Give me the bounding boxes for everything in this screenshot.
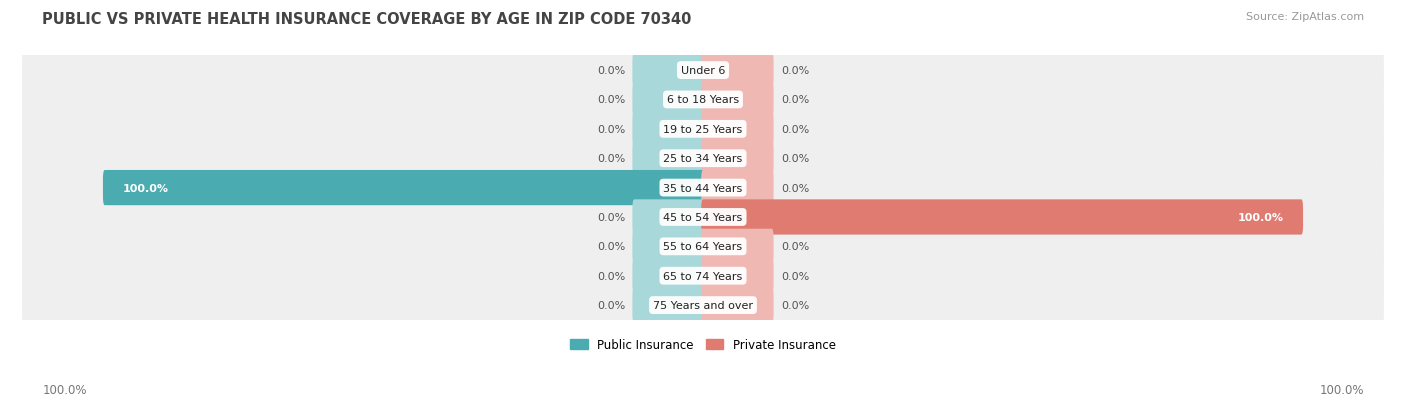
Text: 100.0%: 100.0%	[122, 183, 169, 193]
FancyBboxPatch shape	[702, 112, 773, 147]
Text: 0.0%: 0.0%	[780, 242, 808, 252]
Text: 45 to 54 Years: 45 to 54 Years	[664, 212, 742, 223]
FancyBboxPatch shape	[702, 141, 773, 176]
FancyBboxPatch shape	[702, 200, 1303, 235]
Text: 0.0%: 0.0%	[598, 271, 626, 281]
Text: 0.0%: 0.0%	[598, 242, 626, 252]
Text: 100.0%: 100.0%	[42, 384, 87, 396]
FancyBboxPatch shape	[702, 53, 773, 88]
Text: 100.0%: 100.0%	[1319, 384, 1364, 396]
Text: 0.0%: 0.0%	[598, 125, 626, 135]
Legend: Public Insurance, Private Insurance: Public Insurance, Private Insurance	[565, 334, 841, 356]
FancyBboxPatch shape	[633, 141, 704, 176]
FancyBboxPatch shape	[702, 83, 773, 118]
FancyBboxPatch shape	[702, 229, 773, 264]
FancyBboxPatch shape	[633, 83, 704, 118]
FancyBboxPatch shape	[633, 229, 704, 264]
FancyBboxPatch shape	[633, 112, 704, 147]
FancyBboxPatch shape	[103, 171, 704, 206]
Text: 0.0%: 0.0%	[780, 95, 808, 105]
Text: 65 to 74 Years: 65 to 74 Years	[664, 271, 742, 281]
FancyBboxPatch shape	[22, 214, 1384, 280]
Text: 55 to 64 Years: 55 to 64 Years	[664, 242, 742, 252]
FancyBboxPatch shape	[702, 288, 773, 323]
FancyBboxPatch shape	[22, 126, 1384, 192]
FancyBboxPatch shape	[633, 259, 704, 294]
Text: 0.0%: 0.0%	[598, 300, 626, 310]
Text: 25 to 34 Years: 25 to 34 Years	[664, 154, 742, 164]
FancyBboxPatch shape	[22, 38, 1384, 104]
FancyBboxPatch shape	[702, 259, 773, 294]
Text: PUBLIC VS PRIVATE HEALTH INSURANCE COVERAGE BY AGE IN ZIP CODE 70340: PUBLIC VS PRIVATE HEALTH INSURANCE COVER…	[42, 12, 692, 27]
FancyBboxPatch shape	[633, 200, 704, 235]
Text: 0.0%: 0.0%	[598, 154, 626, 164]
Text: 35 to 44 Years: 35 to 44 Years	[664, 183, 742, 193]
FancyBboxPatch shape	[22, 243, 1384, 309]
Text: 100.0%: 100.0%	[1237, 212, 1284, 223]
Text: Under 6: Under 6	[681, 66, 725, 76]
FancyBboxPatch shape	[22, 272, 1384, 339]
FancyBboxPatch shape	[22, 155, 1384, 221]
FancyBboxPatch shape	[633, 53, 704, 88]
FancyBboxPatch shape	[633, 288, 704, 323]
Text: Source: ZipAtlas.com: Source: ZipAtlas.com	[1246, 12, 1364, 22]
Text: 6 to 18 Years: 6 to 18 Years	[666, 95, 740, 105]
FancyBboxPatch shape	[22, 96, 1384, 163]
Text: 75 Years and over: 75 Years and over	[652, 300, 754, 310]
Text: 19 to 25 Years: 19 to 25 Years	[664, 125, 742, 135]
Text: 0.0%: 0.0%	[780, 154, 808, 164]
Text: 0.0%: 0.0%	[598, 212, 626, 223]
FancyBboxPatch shape	[22, 184, 1384, 251]
Text: 0.0%: 0.0%	[780, 66, 808, 76]
Text: 0.0%: 0.0%	[780, 300, 808, 310]
Text: 0.0%: 0.0%	[598, 95, 626, 105]
Text: 0.0%: 0.0%	[780, 271, 808, 281]
FancyBboxPatch shape	[22, 67, 1384, 134]
Text: 0.0%: 0.0%	[780, 183, 808, 193]
Text: 0.0%: 0.0%	[598, 66, 626, 76]
FancyBboxPatch shape	[702, 171, 773, 206]
Text: 0.0%: 0.0%	[780, 125, 808, 135]
